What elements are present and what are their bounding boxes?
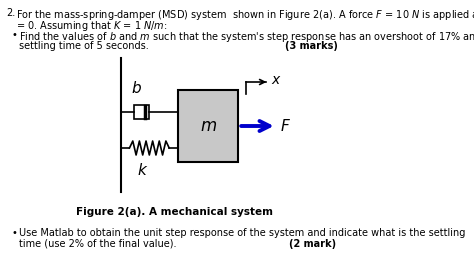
Text: •: • [11,30,17,40]
Text: $F$: $F$ [280,118,291,134]
Bar [178,90,238,162]
Text: •: • [11,228,17,238]
Text: $b$: $b$ [131,80,142,96]
Text: time (use 2% of the final value).: time (use 2% of the final value). [19,239,177,249]
Bar [134,105,148,119]
Text: $m$: $m$ [200,117,217,135]
Text: settling time of 5 seconds.: settling time of 5 seconds. [19,41,149,51]
Text: $k$: $k$ [137,162,148,178]
Text: Figure 2(a). A mechanical system: Figure 2(a). A mechanical system [76,207,273,217]
Bar [109,58,121,192]
Text: Find the values of $b$ and $m$ such that the system's step response has an overs: Find the values of $b$ and $m$ such that… [19,30,474,44]
Text: = 0. Assuming that $K$ = 1 $N/m$:: = 0. Assuming that $K$ = 1 $N/m$: [16,19,168,33]
Text: 2.: 2. [6,8,15,18]
Text: $x$: $x$ [271,73,282,87]
Text: (2 mark): (2 mark) [289,239,336,249]
Text: Use Matlab to obtain the unit step response of the system and indicate what is t: Use Matlab to obtain the unit step respo… [19,228,465,238]
Text: For the mass-spring-damper (MSD) system  shown in Figure 2(a). A force $F$ = 10 : For the mass-spring-damper (MSD) system … [16,8,474,22]
Text: (3 marks): (3 marks) [285,41,338,51]
